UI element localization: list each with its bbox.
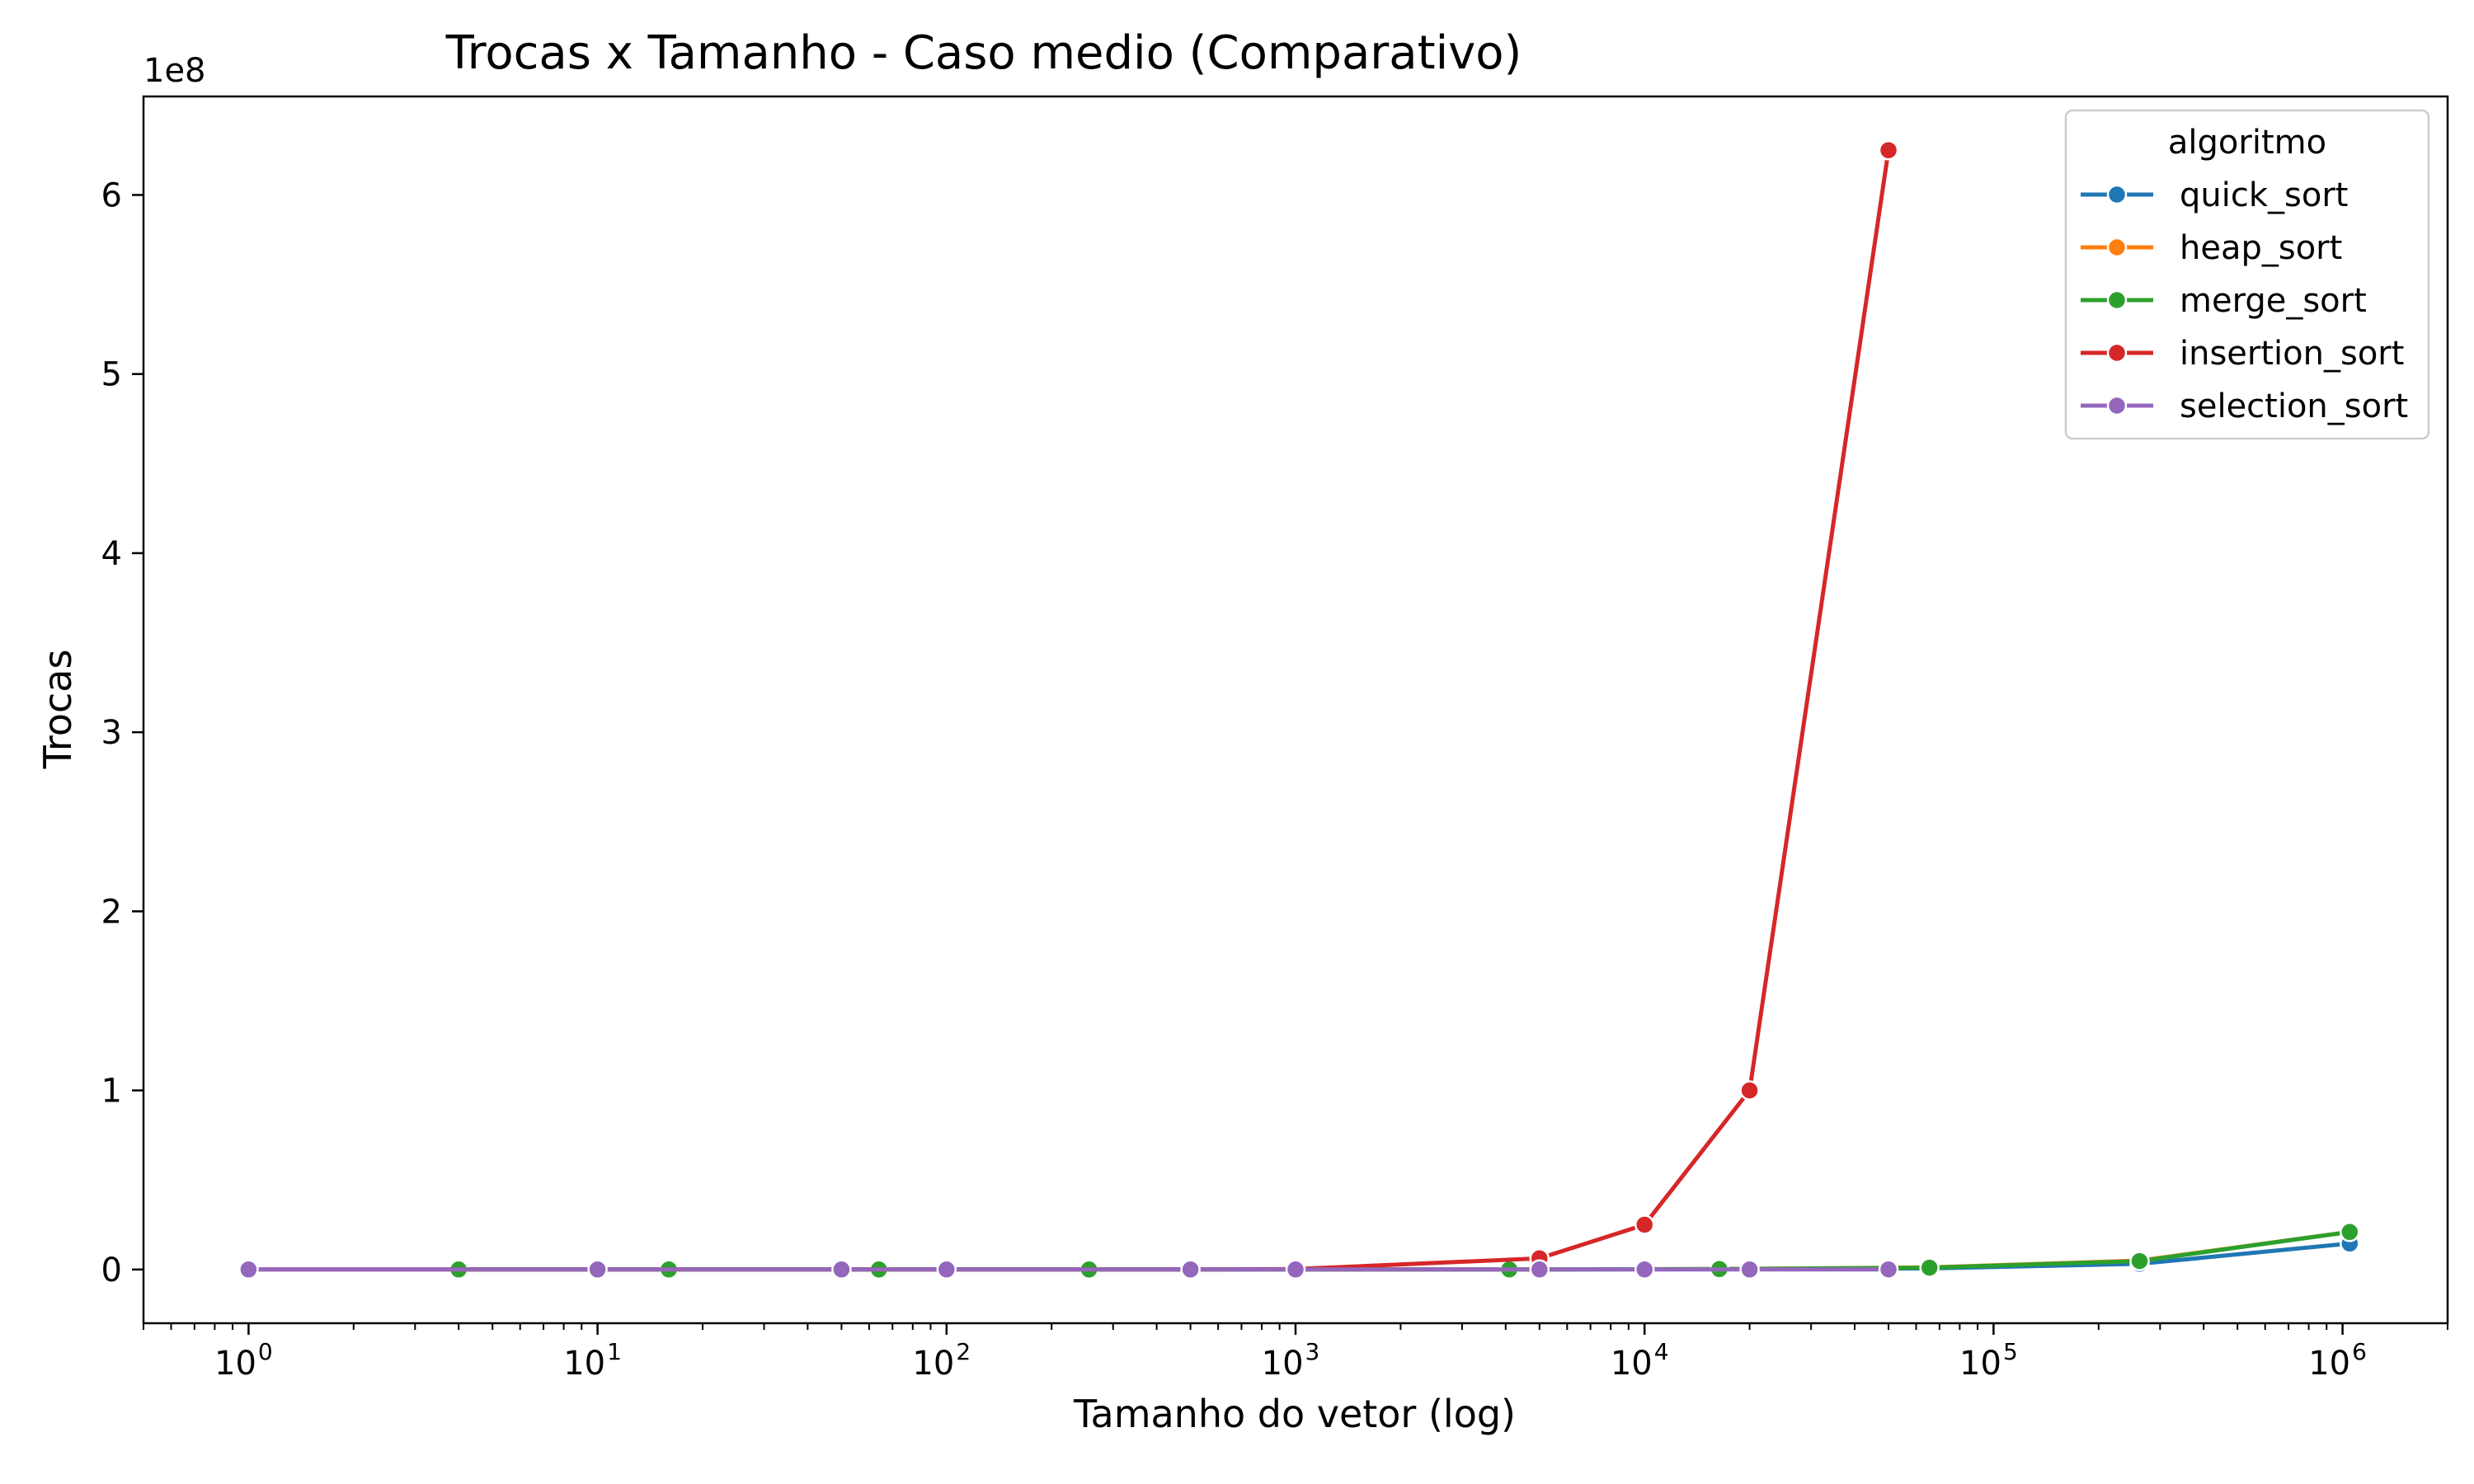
y-tick-label: 4 <box>101 535 122 573</box>
data-point-selection_sort <box>936 1259 957 1280</box>
chart-title: Trocas x Tamanho - Caso medio (Comparati… <box>445 26 1522 80</box>
x-axis-label: Tamanho do vetor (log) <box>1073 1392 1516 1436</box>
y-axis: 0 1 2 3 4 5 6 <box>101 176 143 1289</box>
data-point-selection_sort <box>1739 1259 1760 1280</box>
legend-swatch-marker <box>2106 395 2128 416</box>
data-point-merge_sort <box>2129 1251 2150 1271</box>
x-tick-exponent: 2 <box>956 1338 971 1365</box>
data-point-merge_sort <box>1919 1257 1940 1278</box>
x-tick-exponent: 6 <box>2352 1338 2367 1365</box>
legend-label: selection_sort <box>2180 387 2408 425</box>
y-tick-label: 3 <box>101 714 122 752</box>
legend-entry-selection_sort: selection_sort <box>2081 387 2408 425</box>
data-point-merge_sort <box>2340 1222 2360 1242</box>
legend-entry-merge_sort: merge_sort <box>2081 282 2367 320</box>
data-point-selection_sort <box>587 1259 608 1280</box>
data-point-selection_sort <box>1529 1259 1550 1280</box>
legend-swatch-marker <box>2106 289 2128 311</box>
data-point-selection_sort <box>238 1259 259 1280</box>
x-tick-label: 101 <box>563 1338 622 1383</box>
x-tick-exponent: 0 <box>258 1338 273 1365</box>
series-selection_sort <box>238 1259 1899 1280</box>
y-tick-label: 6 <box>101 176 122 214</box>
legend-entry-insertion_sort: insertion_sort <box>2081 335 2404 373</box>
y-tick-label: 5 <box>101 356 122 394</box>
data-point-selection_sort <box>1634 1259 1655 1280</box>
y-axis-label: Trocas <box>35 650 80 770</box>
data-point-selection_sort <box>1180 1259 1201 1280</box>
legend-box <box>2064 109 2430 440</box>
legend-swatch-marker <box>2106 184 2128 205</box>
legend-title: algoritmo <box>2168 124 2326 162</box>
x-tick-label: 104 <box>1611 1338 1669 1383</box>
legend-entries: quick_sort heap_sort merge_sort insertion_s… <box>2081 176 2408 425</box>
data-point-insertion_sort <box>1739 1080 1760 1101</box>
plot-area <box>238 139 2360 1280</box>
legend-swatch-marker <box>2106 237 2128 258</box>
data-point-selection_sort <box>1285 1259 1306 1280</box>
y-offset-label: 1e8 <box>143 52 206 90</box>
x-tick-label: 102 <box>912 1338 971 1383</box>
legend-entry-quick_sort: quick_sort <box>2081 176 2348 214</box>
legend-label: merge_sort <box>2180 282 2367 320</box>
y-tick-label: 0 <box>101 1252 122 1289</box>
y-tick-label: 2 <box>101 893 122 931</box>
x-tick-exponent: 1 <box>607 1338 622 1365</box>
legend-label: heap_sort <box>2180 229 2342 267</box>
x-tick-exponent: 4 <box>1654 1338 1669 1365</box>
legend-entry-heap_sort: heap_sort <box>2081 229 2342 267</box>
legend-label: quick_sort <box>2180 176 2348 214</box>
data-point-insertion_sort <box>1878 139 1899 161</box>
legend-swatch-marker <box>2106 342 2128 364</box>
x-tick-exponent: 5 <box>2003 1338 2018 1365</box>
data-point-insertion_sort <box>1634 1214 1655 1235</box>
y-tick-label: 1 <box>101 1073 122 1111</box>
data-point-selection_sort <box>831 1259 852 1280</box>
legend: algoritmo quick_sort heap_sort merge_sorti… <box>2064 109 2430 440</box>
data-point-selection_sort <box>1878 1259 1899 1280</box>
legend-label: insertion_sort <box>2180 335 2404 373</box>
x-tick-exponent: 3 <box>1305 1338 1320 1365</box>
